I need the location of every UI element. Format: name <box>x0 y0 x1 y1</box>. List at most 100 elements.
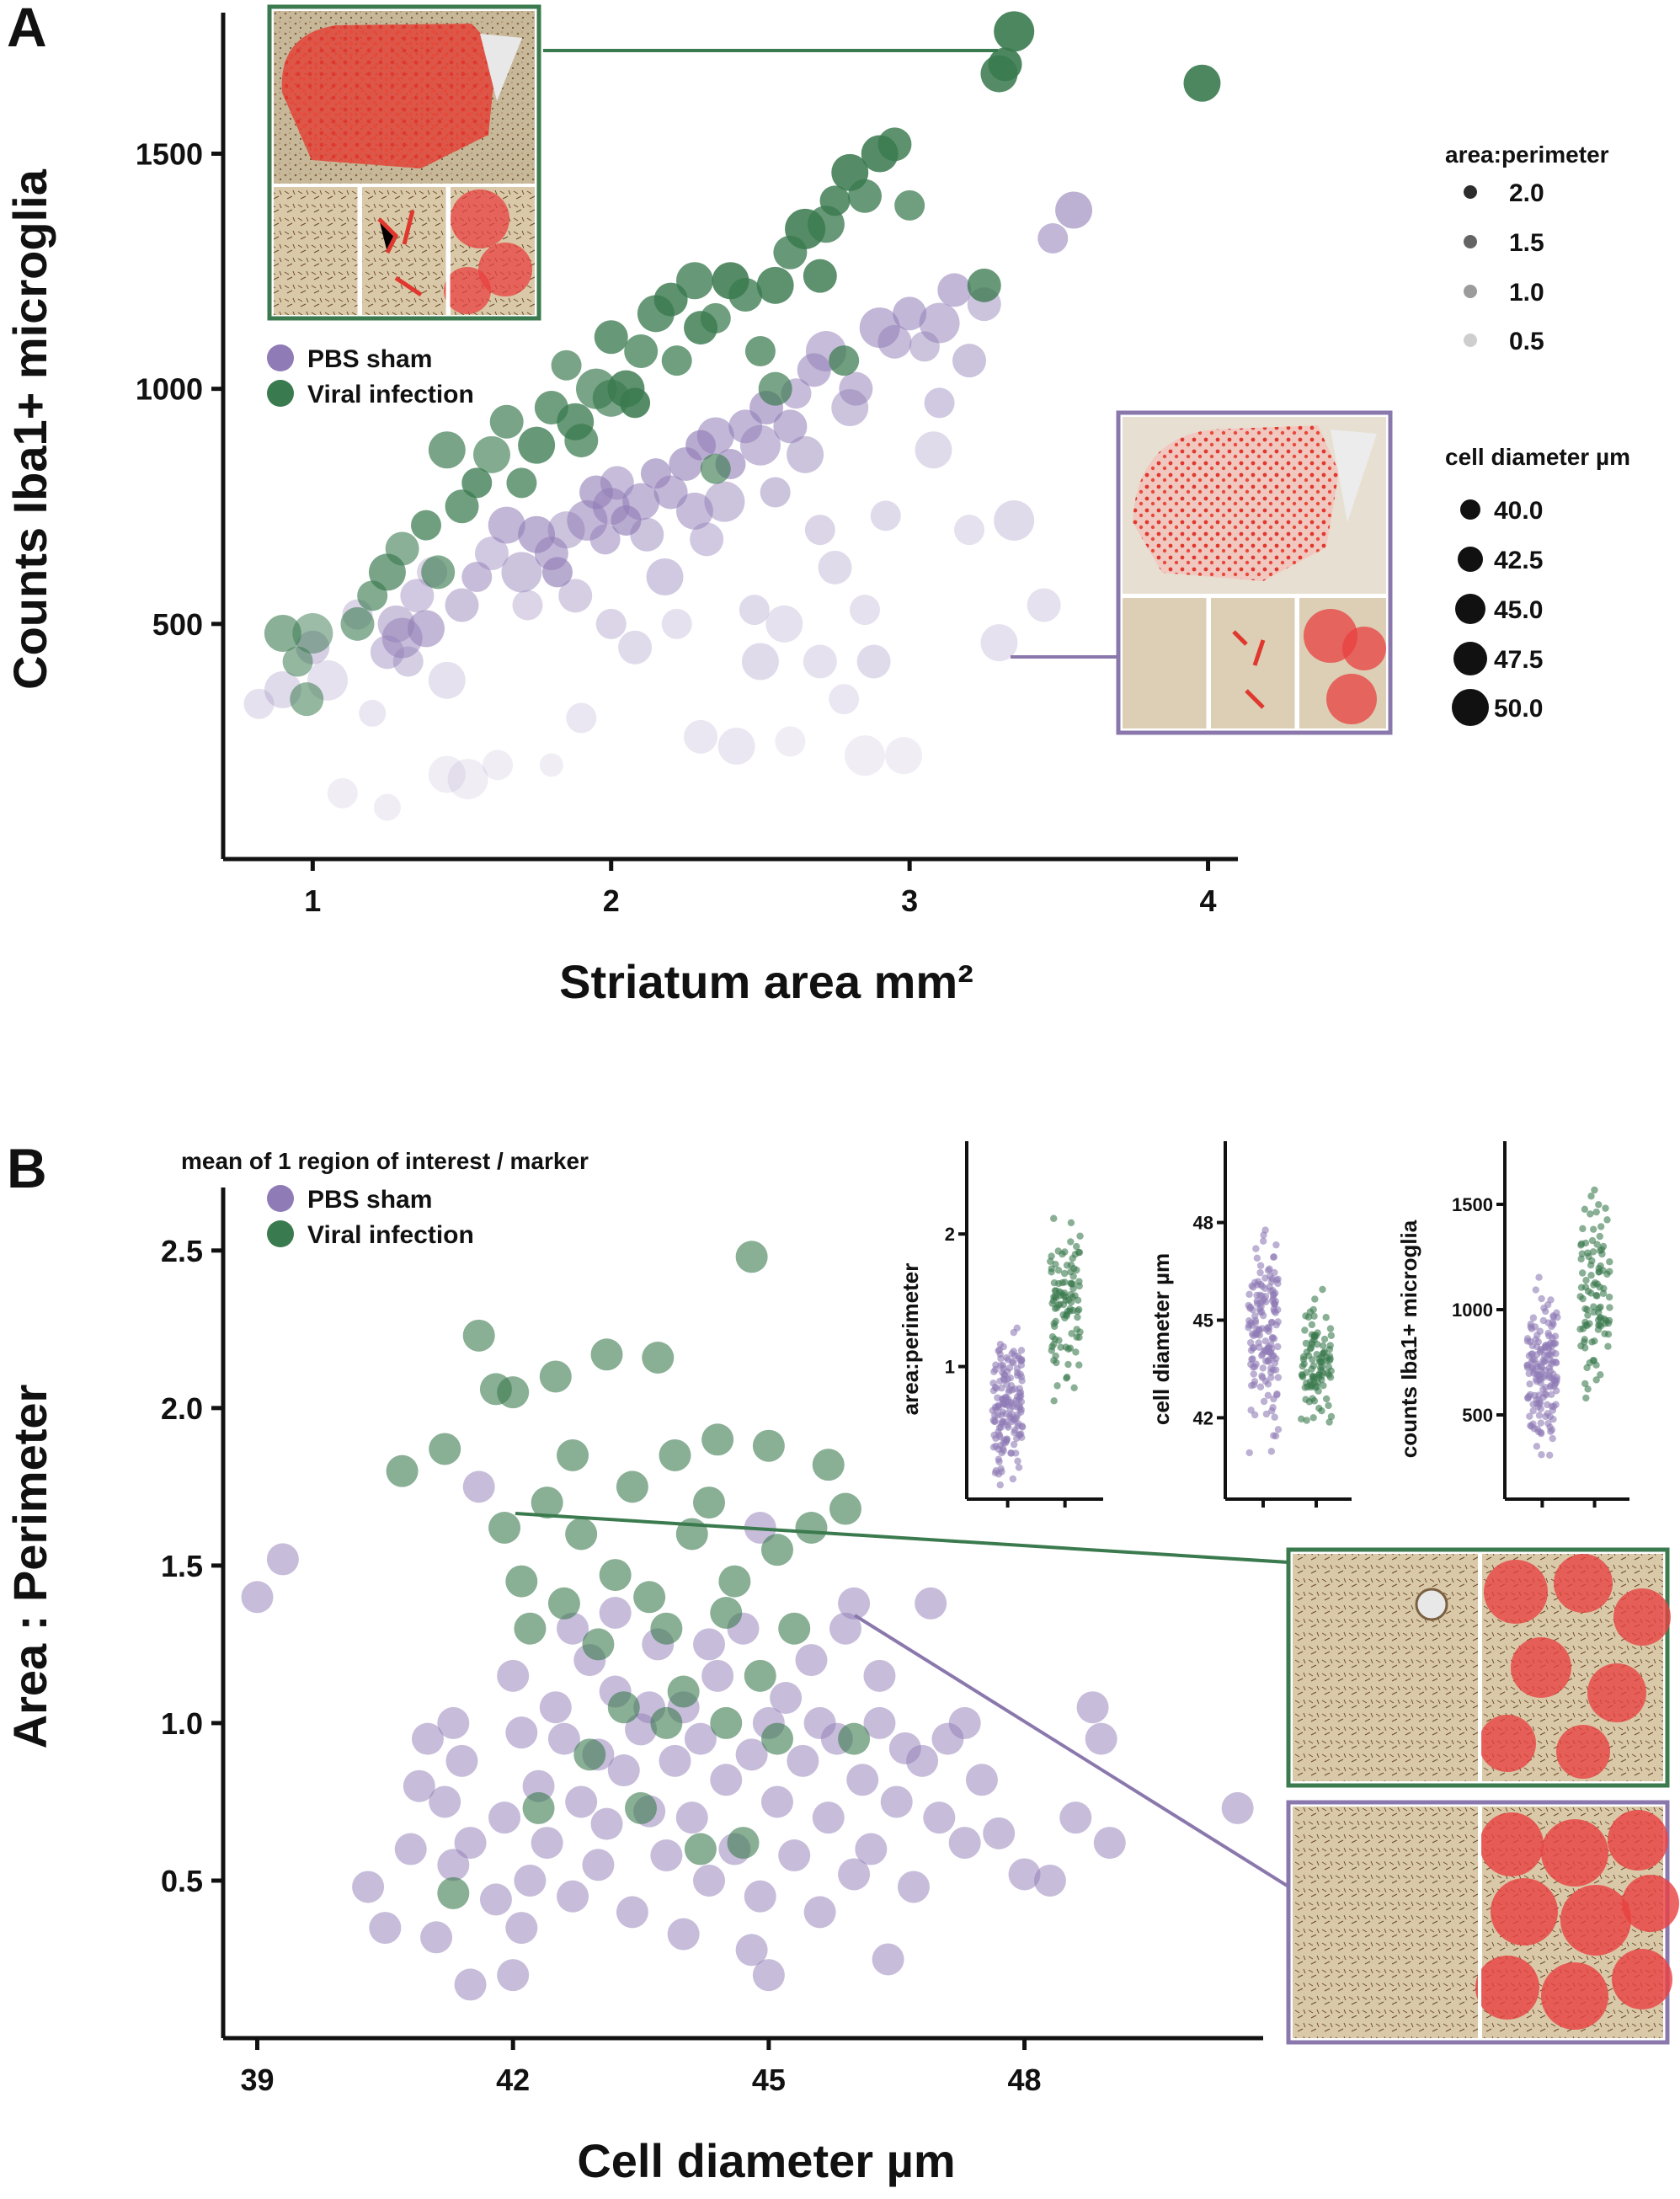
panel-b-x-tick-label: 45 <box>752 2063 786 2097</box>
alpha-legend-value-4: 0.5 <box>1509 328 1544 355</box>
mini-point-viral-infection <box>1075 1278 1083 1285</box>
mini-point-pbs-sham <box>1534 1428 1543 1436</box>
point-viral-infection <box>760 1722 793 1755</box>
point-viral-infection <box>462 1319 495 1352</box>
point-pbs-sham <box>980 624 1018 662</box>
mini-point-viral-infection <box>1581 1338 1588 1346</box>
mini-point-pbs-sham <box>1535 1412 1544 1419</box>
point-pbs-sham <box>948 1827 981 1860</box>
point-pbs-sham <box>1055 191 1093 229</box>
mini-point-viral-infection <box>1307 1344 1315 1352</box>
mini-point-viral-infection <box>1581 1205 1589 1214</box>
mini-point-viral-infection <box>1597 1371 1604 1379</box>
mini-point-pbs-sham <box>1000 1401 1008 1408</box>
point-pbs-sham <box>582 1849 615 1881</box>
mini-point-viral-infection <box>1327 1332 1336 1339</box>
point-pbs-sham <box>547 1722 580 1755</box>
point-pbs-sham <box>765 605 803 643</box>
mini-point-pbs-sham <box>1550 1340 1558 1348</box>
mini-point-viral-infection <box>1596 1232 1604 1241</box>
mini-point-viral-infection <box>1606 1257 1613 1266</box>
point-pbs-sham <box>630 517 664 552</box>
point-pbs-sham <box>839 371 873 406</box>
mini-point-viral-infection <box>1589 1225 1597 1233</box>
point-pbs-sham <box>488 1801 521 1834</box>
mini-point-pbs-sham <box>1005 1423 1012 1431</box>
mini-point-viral-infection <box>1070 1384 1078 1391</box>
point-pbs-sham <box>778 1839 811 1872</box>
point-viral-infection <box>488 1512 521 1544</box>
point-viral-infection <box>616 1470 648 1503</box>
point-pbs-sham <box>775 726 806 757</box>
mini-point-pbs-sham <box>1014 1371 1021 1380</box>
mini-point-viral-infection <box>1304 1313 1313 1321</box>
point-viral-infection <box>675 262 713 300</box>
mini-point-pbs-sham <box>1015 1396 1023 1404</box>
mini-point-viral-infection <box>1057 1343 1064 1351</box>
point-pbs-sham <box>497 1659 530 1692</box>
point-pbs-sham <box>844 735 885 777</box>
point-pbs-sham <box>589 524 621 555</box>
point-pbs-sham <box>646 558 684 595</box>
point-pbs-sham <box>735 1738 768 1771</box>
point-viral-infection <box>994 11 1035 52</box>
point-viral-infection <box>967 268 1001 302</box>
mini-point-viral-infection <box>1050 1397 1058 1405</box>
mini-point-pbs-sham <box>1003 1368 1011 1375</box>
point-viral-infection <box>531 1486 563 1519</box>
mini-point-viral-infection <box>1050 1340 1058 1348</box>
point-pbs-sham <box>924 387 955 419</box>
point-viral-infection <box>551 350 582 381</box>
point-pbs-sham <box>1221 1791 1254 1824</box>
point-pbs-sham <box>557 1612 589 1645</box>
panel-a-x-tick-label: 1 <box>304 883 321 918</box>
mini-point-pbs-sham <box>1260 1397 1268 1406</box>
point-viral-infection <box>264 615 301 652</box>
point-pbs-sham <box>812 1801 845 1834</box>
mini-point-pbs-sham <box>1272 1366 1280 1374</box>
point-pbs-sham <box>701 1659 734 1692</box>
mini-point-pbs-sham <box>1537 1367 1544 1374</box>
mini-point-viral-infection <box>1073 1333 1080 1341</box>
mini-point-pbs-sham <box>1271 1413 1278 1421</box>
mini-point-pbs-sham <box>1251 1411 1259 1419</box>
point-pbs-sham <box>696 417 734 455</box>
mini-point-viral-infection <box>1602 1204 1609 1212</box>
point-pbs-sham <box>915 431 952 469</box>
point-pbs-sham <box>454 1968 487 2001</box>
mini-point-viral-infection <box>1591 1186 1598 1194</box>
mini-point-pbs-sham <box>1269 1404 1277 1412</box>
mini-point-pbs-sham <box>1017 1361 1026 1369</box>
mini-point-pbs-sham <box>1528 1358 1536 1365</box>
mini-point-viral-infection <box>1067 1238 1075 1246</box>
mini-point-pbs-sham <box>1250 1332 1257 1340</box>
point-viral-infection <box>445 489 479 524</box>
mini-point-pbs-sham <box>1552 1358 1560 1366</box>
mini-point-pbs-sham <box>1527 1321 1534 1328</box>
mini-point-viral-infection <box>1063 1374 1070 1382</box>
mini-point-pbs-sham <box>1538 1294 1545 1303</box>
mini-point-pbs-sham <box>996 1481 1004 1489</box>
point-viral-infection <box>489 404 524 439</box>
point-viral-infection <box>428 431 466 469</box>
mini-point-viral-infection <box>1591 1337 1598 1345</box>
alpha-legend: area:perimeter 2.0 1.5 1.0 0.5 <box>1445 141 1609 355</box>
point-pbs-sham <box>501 552 542 593</box>
mini-point-pbs-sham <box>1002 1437 1011 1445</box>
mini-point-pbs-sham <box>1535 1391 1543 1399</box>
point-viral-infection <box>744 336 776 366</box>
mini-point-viral-infection <box>1304 1352 1313 1359</box>
mini-point-pbs-sham <box>994 1394 1001 1401</box>
mini-point-pbs-sham <box>1248 1355 1256 1364</box>
mini-point-pbs-sham <box>1536 1327 1544 1335</box>
mini-point-pbs-sham <box>1251 1378 1259 1385</box>
inset-counts-microglia: 500 1000 1500 <box>1452 1141 1629 1508</box>
mini-point-pbs-sham <box>1274 1279 1282 1288</box>
mini-point-viral-infection <box>1069 1294 1076 1301</box>
panel-b-x-tick-label: 42 <box>496 2063 530 2097</box>
point-viral-infection <box>812 1449 845 1481</box>
point-pbs-sham <box>522 1769 555 1802</box>
mini-point-pbs-sham <box>1274 1426 1283 1433</box>
point-pbs-sham <box>994 500 1035 541</box>
mini-point-pbs-sham <box>1007 1449 1015 1457</box>
